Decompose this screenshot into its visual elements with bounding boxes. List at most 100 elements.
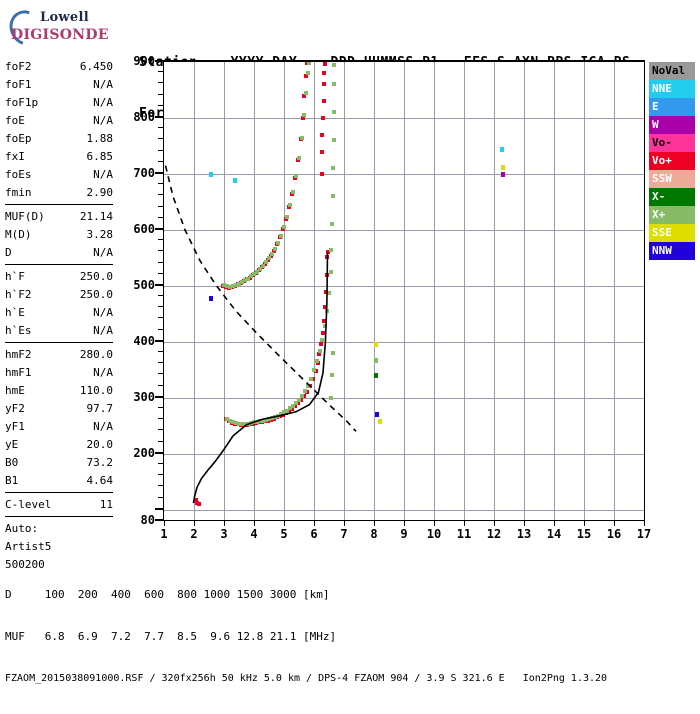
param-key: MUF(D) xyxy=(5,210,45,223)
echo-point xyxy=(237,281,241,286)
echo-point xyxy=(234,421,238,426)
y-tick-major xyxy=(155,115,163,118)
legend-item-x-[interactable]: X+ xyxy=(649,206,695,224)
param-value: N/A xyxy=(93,324,113,337)
echo-point xyxy=(331,166,336,171)
echo-point xyxy=(228,285,232,290)
y-tick-minor xyxy=(158,82,163,84)
y-tick-minor xyxy=(158,328,163,330)
x-tick-label: 5 xyxy=(280,527,288,541)
y-tick-minor xyxy=(158,127,163,129)
echo-point xyxy=(193,497,198,502)
noise-echo-point xyxy=(378,419,382,425)
echo-point xyxy=(302,93,307,98)
grid-line-vertical xyxy=(254,62,255,520)
y-tick-label: 900 xyxy=(133,54,155,68)
param-row: foE N/A xyxy=(5,112,113,130)
echo-point xyxy=(196,502,201,507)
y-tick-minor xyxy=(158,306,163,308)
param-row: C-level 11 xyxy=(5,496,113,514)
legend-item-e[interactable]: E xyxy=(649,98,695,116)
echo-point xyxy=(297,156,301,161)
y-tick-minor xyxy=(158,149,163,151)
legend-item-vo-[interactable]: Vo- xyxy=(649,134,695,152)
grid-line-vertical xyxy=(224,62,225,520)
param-value: 6.450 xyxy=(79,60,113,73)
y-tick-label: 600 xyxy=(133,221,155,236)
y-tick-major xyxy=(155,451,163,454)
param-key: foF1 xyxy=(5,78,32,91)
param-key: yF1 xyxy=(5,420,25,433)
echo-point xyxy=(264,260,268,265)
echo-point xyxy=(258,419,262,424)
param-key: hmF2 xyxy=(5,348,32,361)
y-tick-minor xyxy=(158,295,163,297)
echo-point xyxy=(317,352,322,357)
noise-echo-point xyxy=(373,342,378,348)
grid-line-horizontal xyxy=(164,173,644,175)
echo-point xyxy=(323,305,328,310)
param-key: h`E xyxy=(5,306,25,319)
echo-point xyxy=(225,284,229,289)
y-axis-labels: 900 800 700 600 500 400 300 200 80 xyxy=(113,55,159,526)
param-key: foEp xyxy=(5,132,32,145)
param-row: yF2 97.7 xyxy=(5,400,113,418)
y-tick-minor xyxy=(158,418,163,420)
param-row: fmin 2.90 xyxy=(5,184,113,202)
legend-item-x-[interactable]: X- xyxy=(649,188,695,206)
echo-point xyxy=(237,421,241,426)
y-tick-label: 200 xyxy=(133,445,155,460)
echo-point xyxy=(322,71,327,76)
param-row: h`F2 250.0 xyxy=(5,286,113,304)
echo-point xyxy=(288,203,292,208)
x-tick xyxy=(164,521,165,526)
grid-line-vertical xyxy=(194,62,195,520)
x-tick-label: 2 xyxy=(190,527,198,541)
echo-point xyxy=(291,189,295,194)
param-row: B1 4.64 xyxy=(5,472,113,490)
param-row: fxI 6.85 xyxy=(5,148,113,166)
param-value: N/A xyxy=(93,96,113,109)
param-value: N/A xyxy=(93,114,113,127)
x-tick xyxy=(464,521,465,526)
y-tick-minor xyxy=(158,205,163,207)
echo-point xyxy=(282,225,286,230)
x-tick xyxy=(374,521,375,526)
grid-line-vertical xyxy=(404,62,405,520)
echo-point xyxy=(228,418,232,423)
legend-item-sse[interactable]: SSE xyxy=(649,224,695,242)
echo-point xyxy=(288,406,292,411)
echo-point xyxy=(306,62,311,66)
legend-item-ssw[interactable]: SSW xyxy=(649,170,695,188)
legend-item-noval[interactable]: NoVal xyxy=(649,62,695,80)
param-key: foEs xyxy=(5,168,32,181)
param-row: h`F 250.0 xyxy=(5,268,113,286)
echo-legend[interactable]: NoVal NNE E W Vo- Vo+ SSW X- X+ SSE NNW xyxy=(649,62,695,260)
param-row: foF1 N/A xyxy=(5,76,113,94)
param-key: fmin xyxy=(5,186,32,199)
echo-point xyxy=(285,408,289,413)
ionogram-plot-area[interactable] xyxy=(163,60,645,521)
param-value: N/A xyxy=(93,168,113,181)
noise-echo-point xyxy=(208,171,213,177)
legend-item-w[interactable]: W xyxy=(649,116,695,134)
x-axis-ticks xyxy=(163,521,645,527)
echo-point xyxy=(261,418,265,423)
x-tick xyxy=(284,521,285,526)
grid-line-vertical xyxy=(344,62,345,520)
grid-line-horizontal xyxy=(164,285,644,287)
x-tick-label: 9 xyxy=(400,527,408,541)
echo-point xyxy=(285,215,289,220)
grid-line-vertical xyxy=(464,62,465,520)
y-tick-minor xyxy=(158,239,163,241)
param-value: N/A xyxy=(93,420,113,433)
echo-point xyxy=(330,222,334,227)
grid-line-horizontal xyxy=(164,117,644,119)
x-tick xyxy=(194,521,195,526)
MUF-dashed-curve xyxy=(164,165,357,432)
legend-item-vo-[interactable]: Vo+ xyxy=(649,152,695,170)
legend-item-nne[interactable]: NNE xyxy=(649,80,695,98)
legend-item-nnw[interactable]: NNW xyxy=(649,242,695,260)
overlay-curves xyxy=(164,165,357,504)
y-tick-minor xyxy=(158,440,163,442)
